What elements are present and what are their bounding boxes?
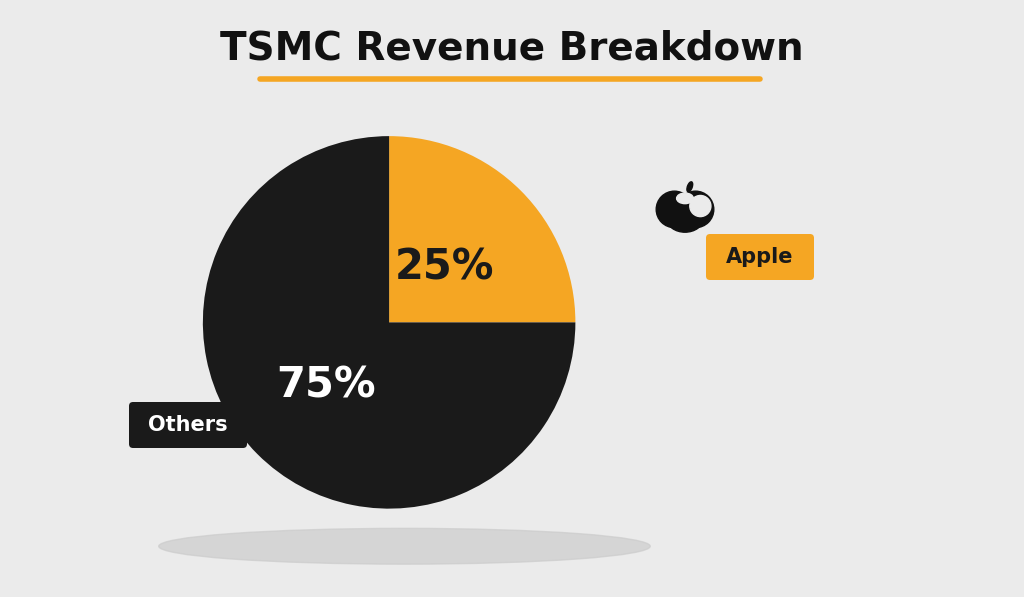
- Text: Others: Others: [148, 415, 227, 435]
- Ellipse shape: [667, 206, 703, 232]
- Ellipse shape: [677, 193, 693, 204]
- FancyBboxPatch shape: [129, 402, 247, 448]
- Circle shape: [656, 191, 692, 227]
- Circle shape: [677, 191, 714, 227]
- Text: 25%: 25%: [394, 246, 495, 288]
- Text: TSMC Revenue Breakdown: TSMC Revenue Breakdown: [220, 30, 804, 68]
- Ellipse shape: [687, 182, 692, 192]
- Wedge shape: [389, 136, 575, 322]
- Text: Apple: Apple: [726, 247, 794, 267]
- Wedge shape: [203, 136, 575, 509]
- FancyBboxPatch shape: [706, 234, 814, 280]
- Circle shape: [690, 195, 711, 217]
- Text: 75%: 75%: [276, 365, 376, 407]
